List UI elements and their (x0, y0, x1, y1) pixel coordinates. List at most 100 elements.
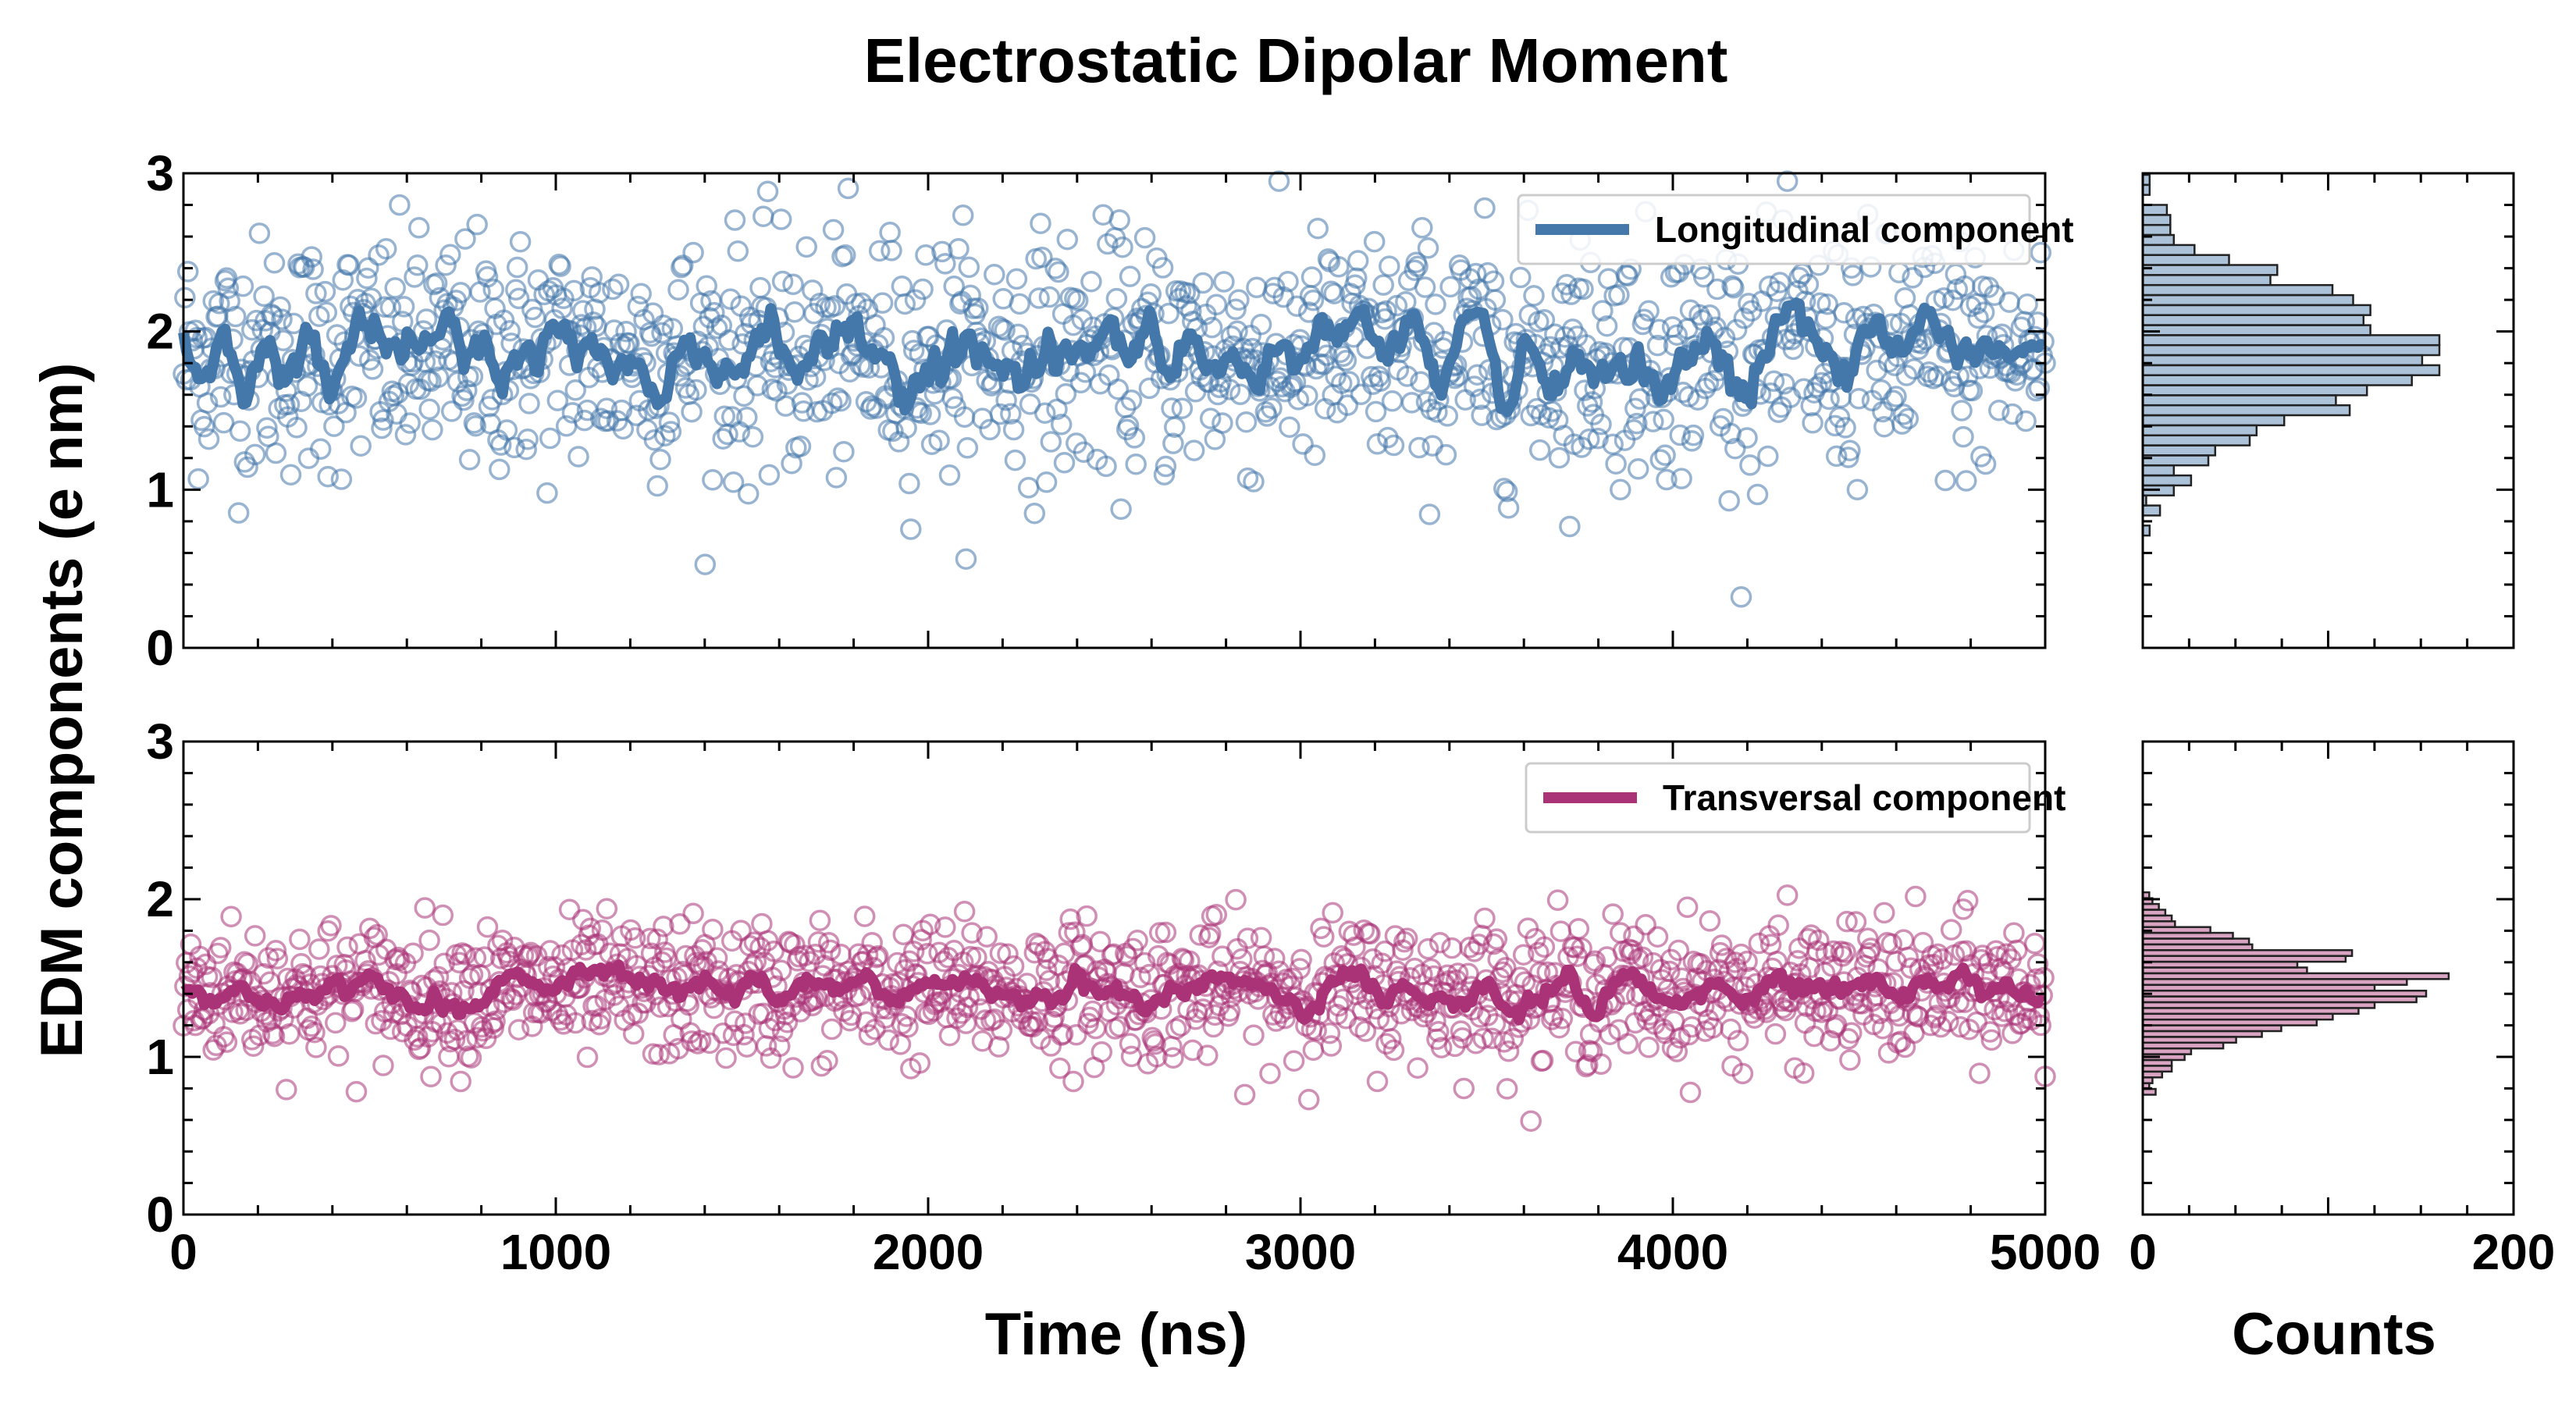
data-point (737, 482, 760, 505)
data-point (879, 221, 901, 244)
data-point (466, 1026, 488, 1049)
data-point (948, 238, 970, 260)
data-point (2015, 410, 2037, 432)
data-point (639, 927, 661, 950)
data-point (1305, 1019, 1327, 1041)
data-point (1839, 439, 1861, 461)
data-point (658, 411, 681, 433)
data-point (651, 951, 673, 973)
data-point (1635, 913, 1656, 936)
histogram-bar (2141, 214, 2172, 226)
data-point (1969, 1062, 1991, 1084)
data-point (1091, 1040, 1113, 1063)
data-point (589, 282, 610, 304)
data-point (1610, 478, 1631, 501)
data-point (486, 998, 507, 1021)
x-axis-label: Time (ns) (985, 1301, 1247, 1368)
data-point (1201, 316, 1223, 339)
data-point (418, 929, 440, 951)
data-point (551, 297, 573, 319)
data-point (1429, 931, 1451, 954)
data-point (506, 256, 528, 279)
data-point (1197, 1044, 1219, 1066)
data-point (602, 278, 624, 301)
data-point (1366, 433, 1389, 455)
data-point (215, 1031, 238, 1053)
data-point (1146, 1046, 1168, 1068)
hist-x-axis-label: Counts (2232, 1301, 2436, 1368)
data-point (1646, 334, 1669, 357)
data-point (653, 916, 674, 937)
histogram-bar (2141, 264, 2279, 276)
data-point (1089, 930, 1112, 953)
data-point (1559, 515, 1581, 538)
data-point (915, 244, 937, 266)
data-point (1649, 449, 1672, 471)
data-point (1102, 943, 1125, 965)
data-point (358, 257, 379, 279)
data-point (1425, 293, 1446, 315)
data-point (1763, 370, 1785, 393)
data-point (1404, 259, 1426, 281)
data-point (489, 458, 511, 481)
data-point (443, 1028, 466, 1051)
data-point (1481, 1027, 1503, 1050)
data-point (435, 254, 457, 276)
data-point (643, 429, 666, 451)
data-point (1030, 212, 1051, 234)
data-point (618, 333, 640, 354)
legend-label: Longitudinal component (1655, 209, 2074, 250)
data-point (1581, 391, 1603, 413)
data-point (1297, 301, 1320, 323)
data-point (1192, 998, 1214, 1020)
data-point (496, 419, 518, 441)
data-point (1699, 304, 1721, 326)
data-point (278, 393, 301, 415)
data-point (561, 402, 584, 424)
data-point (746, 375, 768, 397)
data-point (1484, 289, 1507, 311)
data-point (296, 375, 318, 397)
data-point (784, 301, 806, 323)
data-point (415, 308, 438, 330)
data-point (461, 365, 484, 387)
data-point (1382, 434, 1405, 457)
data-point (809, 909, 831, 931)
y-tick-label: 3 (146, 713, 174, 770)
data-point (1464, 262, 1487, 285)
data-point (1056, 228, 1079, 251)
data-point (356, 267, 378, 290)
data-point (1955, 470, 1977, 492)
data-point (1642, 411, 1664, 432)
data-point (244, 443, 266, 466)
histogram-bar (2141, 444, 2217, 457)
data-point (609, 333, 632, 355)
data-point (1164, 416, 1186, 438)
data-point (323, 415, 345, 437)
data-point (612, 418, 635, 440)
data-point (1236, 927, 1259, 949)
data-point (770, 959, 792, 981)
data-point (1379, 1028, 1402, 1050)
data-point (1497, 1040, 1520, 1062)
data-point (453, 980, 475, 1002)
data-point (956, 996, 979, 1019)
data-point (1546, 889, 1569, 912)
data-point (217, 277, 240, 299)
data-point (1007, 323, 1030, 346)
data-point (1617, 1033, 1639, 1055)
data-point (1171, 397, 1194, 419)
data-point (1354, 1020, 1377, 1042)
data-point (215, 267, 238, 289)
data-point (1112, 236, 1133, 258)
data-point (1952, 425, 1974, 448)
data-point (722, 1024, 745, 1047)
data-point (393, 296, 415, 318)
data-point (309, 438, 332, 461)
data-point (1441, 937, 1463, 959)
data-point (1730, 943, 1752, 966)
data-point (1038, 969, 1061, 992)
histogram-bar (2141, 384, 2368, 397)
data-point (1004, 449, 1026, 471)
